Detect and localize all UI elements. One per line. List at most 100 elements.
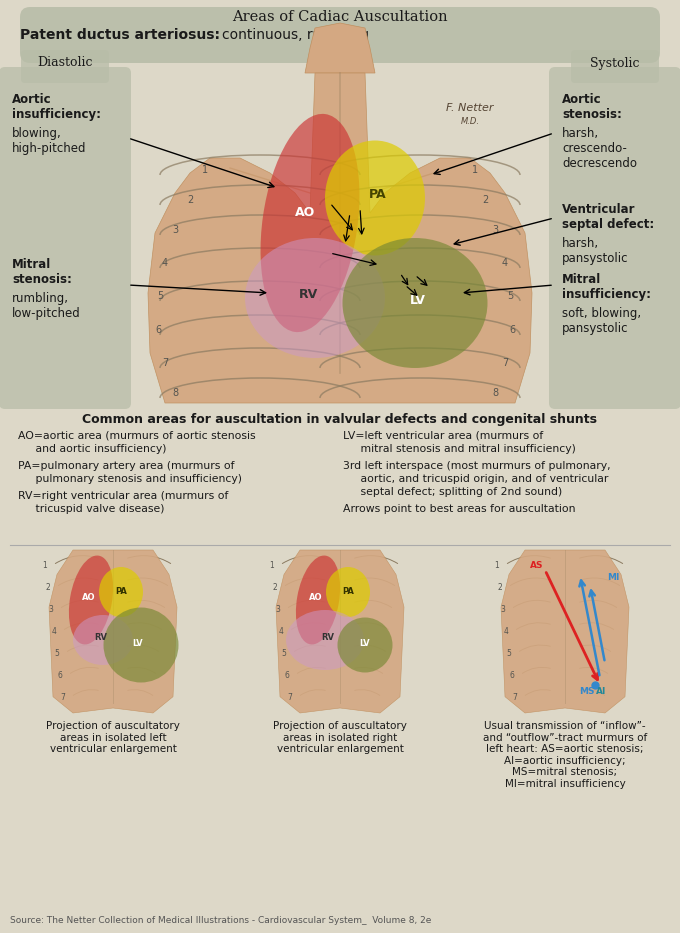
FancyBboxPatch shape [571,50,659,83]
Text: Source: The Netter Collection of Medical Illustrations - Cardiovascular System_ : Source: The Netter Collection of Medical… [10,916,431,925]
Text: 1: 1 [270,561,274,569]
Ellipse shape [296,555,340,645]
Text: 5: 5 [507,291,513,301]
Text: Mitral
stenosis:: Mitral stenosis: [12,258,72,286]
Text: harsh,
pansystolic: harsh, pansystolic [562,237,628,265]
Text: MS: MS [579,687,595,695]
Text: Diastolic: Diastolic [37,57,92,69]
Text: and aortic insufficiency): and aortic insufficiency) [18,444,167,454]
Text: 1: 1 [472,165,478,175]
FancyBboxPatch shape [21,50,109,83]
FancyBboxPatch shape [0,67,131,409]
Text: 3: 3 [275,605,280,614]
Text: 6: 6 [58,671,63,679]
FancyBboxPatch shape [549,67,680,409]
Polygon shape [276,550,404,713]
Ellipse shape [69,555,113,645]
Text: 5: 5 [282,648,286,658]
Text: M.D.: M.D. [460,117,479,126]
Text: Usual transmission of “inflow”-
and “outflow”-tract murmurs of
left heart: AS=ao: Usual transmission of “inflow”- and “out… [483,721,647,789]
Text: 4: 4 [279,626,284,635]
Ellipse shape [103,607,178,683]
Text: 4: 4 [162,258,168,268]
Text: 1: 1 [494,561,499,569]
Polygon shape [49,550,177,713]
Text: 7: 7 [513,692,517,702]
Text: LV: LV [133,638,143,648]
Text: Aortic
insufficiency:: Aortic insufficiency: [12,93,101,121]
Ellipse shape [99,567,143,617]
Text: Aortic
stenosis:: Aortic stenosis: [562,93,622,121]
Text: PA: PA [342,588,354,596]
Text: 3: 3 [492,225,498,235]
Text: 8: 8 [172,388,178,398]
Text: AO=aortic area (murmurs of aortic stenosis: AO=aortic area (murmurs of aortic stenos… [18,431,256,441]
Text: 8: 8 [492,388,498,398]
Text: 7: 7 [502,358,508,368]
Text: RV: RV [322,634,335,643]
Text: blowing,
high-pitched: blowing, high-pitched [12,127,86,155]
Text: LV: LV [360,638,371,648]
Text: AO: AO [309,593,323,603]
Text: continuous, rumbling: continuous, rumbling [222,28,369,42]
Text: 3: 3 [172,225,178,235]
Text: Systolic: Systolic [590,57,640,69]
Ellipse shape [286,610,364,670]
Ellipse shape [326,567,370,617]
Text: 2: 2 [273,582,277,592]
Text: MI: MI [607,574,619,582]
Text: harsh,
crescendo-
decrescendo: harsh, crescendo- decrescendo [562,127,637,170]
Text: 2: 2 [187,195,193,205]
Ellipse shape [245,238,385,358]
Text: F. Netter: F. Netter [446,103,494,113]
Text: 1: 1 [202,165,208,175]
Text: RV: RV [95,634,107,643]
Text: AI: AI [596,687,606,695]
Text: Areas of Cadiac Auscultation: Areas of Cadiac Auscultation [232,10,448,24]
Text: 3rd left interspace (most murmurs of pulmonary,: 3rd left interspace (most murmurs of pul… [343,461,611,471]
Text: LV=left ventricular area (murmurs of: LV=left ventricular area (murmurs of [343,431,543,441]
Text: LV: LV [410,295,426,308]
Text: AO: AO [82,593,96,603]
Text: Mitral
insufficiency:: Mitral insufficiency: [562,273,651,301]
Text: Projection of auscultatory
areas in isolated right
ventricular enlargement: Projection of auscultatory areas in isol… [273,721,407,754]
Text: septal defect; splitting of 2nd sound): septal defect; splitting of 2nd sound) [343,487,562,497]
Text: rumbling,
low-pitched: rumbling, low-pitched [12,292,81,320]
Text: Patent ductus arteriosus:: Patent ductus arteriosus: [20,28,220,42]
Text: PA=pulmonary artery area (murmurs of: PA=pulmonary artery area (murmurs of [18,461,235,471]
Text: 3: 3 [48,605,54,614]
Ellipse shape [325,141,425,256]
Text: tricuspid valve disease): tricuspid valve disease) [18,504,165,514]
Text: PA: PA [369,188,387,202]
Text: mitral stenosis and mitral insufficiency): mitral stenosis and mitral insufficiency… [343,444,576,454]
Text: AS: AS [530,561,544,569]
Text: RV: RV [299,288,318,301]
Text: 7: 7 [162,358,168,368]
Text: 6: 6 [509,671,515,679]
Text: 6: 6 [155,325,161,335]
Ellipse shape [260,114,360,332]
Text: 4: 4 [502,258,508,268]
Polygon shape [305,23,375,73]
Text: 3: 3 [500,605,505,614]
Ellipse shape [343,238,488,368]
Text: AO: AO [295,206,315,219]
Text: 7: 7 [61,692,65,702]
Text: 5: 5 [507,648,511,658]
Text: Arrows point to best areas for auscultation: Arrows point to best areas for auscultat… [343,504,575,514]
Text: RV=right ventricular area (murmurs of: RV=right ventricular area (murmurs of [18,491,228,501]
Text: Common areas for auscultation in valvular defects and congenital shunts: Common areas for auscultation in valvula… [82,413,598,426]
Text: soft, blowing,
pansystolic: soft, blowing, pansystolic [562,307,641,335]
Text: Projection of auscultatory
areas in isolated left
ventricular enlargement: Projection of auscultatory areas in isol… [46,721,180,754]
Text: 2: 2 [482,195,488,205]
Text: 6: 6 [284,671,290,679]
Ellipse shape [73,615,133,665]
Text: 4: 4 [52,626,56,635]
Text: 5: 5 [54,648,59,658]
Text: 1: 1 [43,561,48,569]
Text: aortic, and tricuspid origin, and of ventricular: aortic, and tricuspid origin, and of ven… [343,474,609,484]
Text: 2: 2 [46,582,50,592]
Text: 5: 5 [157,291,163,301]
Polygon shape [148,73,532,403]
FancyBboxPatch shape [20,7,660,63]
